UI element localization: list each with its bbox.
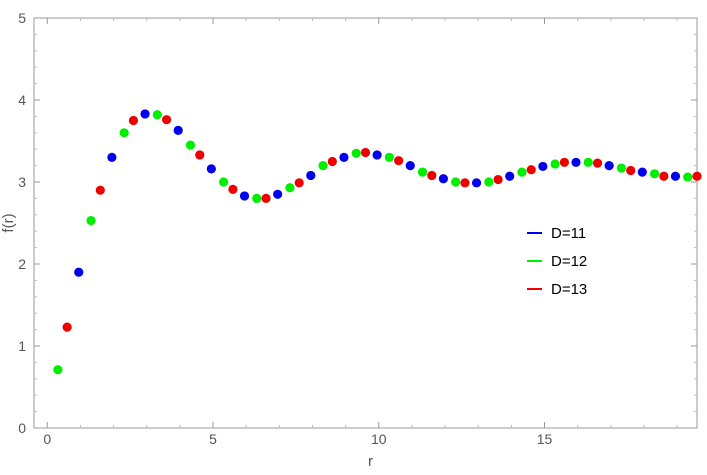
data-point [173,125,183,135]
y-tick-label: 0 [18,420,26,436]
legend-label: D=13 [551,281,587,298]
y-tick-label: 2 [18,256,26,272]
legend: D=11 D=12 D=13 [527,225,587,298]
data-point [637,167,647,177]
data-point [451,177,461,187]
data-point [339,152,349,162]
data-point [427,170,437,181]
y-axis-title: f(r) [0,213,17,232]
data-point [592,158,603,168]
data-point [185,140,196,150]
data-point [417,167,428,177]
data-point [559,157,570,167]
data-points [53,109,702,375]
data-point [550,159,560,169]
plot-frame [33,17,698,429]
data-point [53,365,63,375]
axes: 0 5 10 15 0 1 2 3 4 5 r f(r) [0,10,698,470]
data-point [394,156,404,166]
data-point [285,183,295,193]
data-point [351,148,361,158]
data-point [318,161,328,171]
x-axis-title: r [368,453,373,470]
data-point [327,156,337,167]
data-point [239,191,250,201]
data-point [219,177,229,187]
data-point [140,109,150,119]
y-tick-label: 4 [18,92,26,108]
data-point [460,178,470,188]
data-point [360,147,371,158]
data-point [526,165,536,175]
data-point [670,171,681,181]
data-point [206,164,216,174]
data-point [252,193,262,203]
y-tick-label: 5 [18,10,26,26]
data-point [306,170,316,181]
data-point [74,267,84,277]
data-point [107,152,117,162]
data-point [438,174,449,184]
y-tick-label: 3 [18,174,26,190]
data-point [583,157,593,167]
data-point [683,172,693,182]
x-tick-label: 15 [537,431,553,447]
data-point [649,169,660,179]
data-point [692,171,702,181]
data-point [294,178,304,188]
data-point [384,152,394,162]
data-point [95,185,105,195]
x-tick-label: 0 [43,431,51,447]
data-point [505,171,515,181]
data-point [604,161,614,171]
x-tick-label: 5 [209,431,217,447]
legend-label: D=12 [551,253,587,270]
data-point [659,171,669,181]
data-point [493,174,503,185]
data-point [571,157,581,167]
data-point [86,215,96,226]
data-point [405,161,415,171]
x-tick-label: 10 [371,431,387,447]
data-point [261,193,271,203]
data-point [517,167,527,177]
data-point [152,110,162,120]
data-point [62,322,72,332]
data-point [471,178,482,188]
y-tick-label: 1 [18,338,26,354]
data-point [128,115,139,126]
data-point [484,177,494,187]
data-point [372,150,382,160]
data-point [228,184,238,194]
data-point [538,161,548,172]
data-point [119,128,129,138]
data-point [273,189,283,199]
legend-label: D=11 [551,225,586,242]
data-point [626,165,636,176]
data-point [195,150,205,160]
data-point [162,115,172,125]
data-point [616,163,627,173]
